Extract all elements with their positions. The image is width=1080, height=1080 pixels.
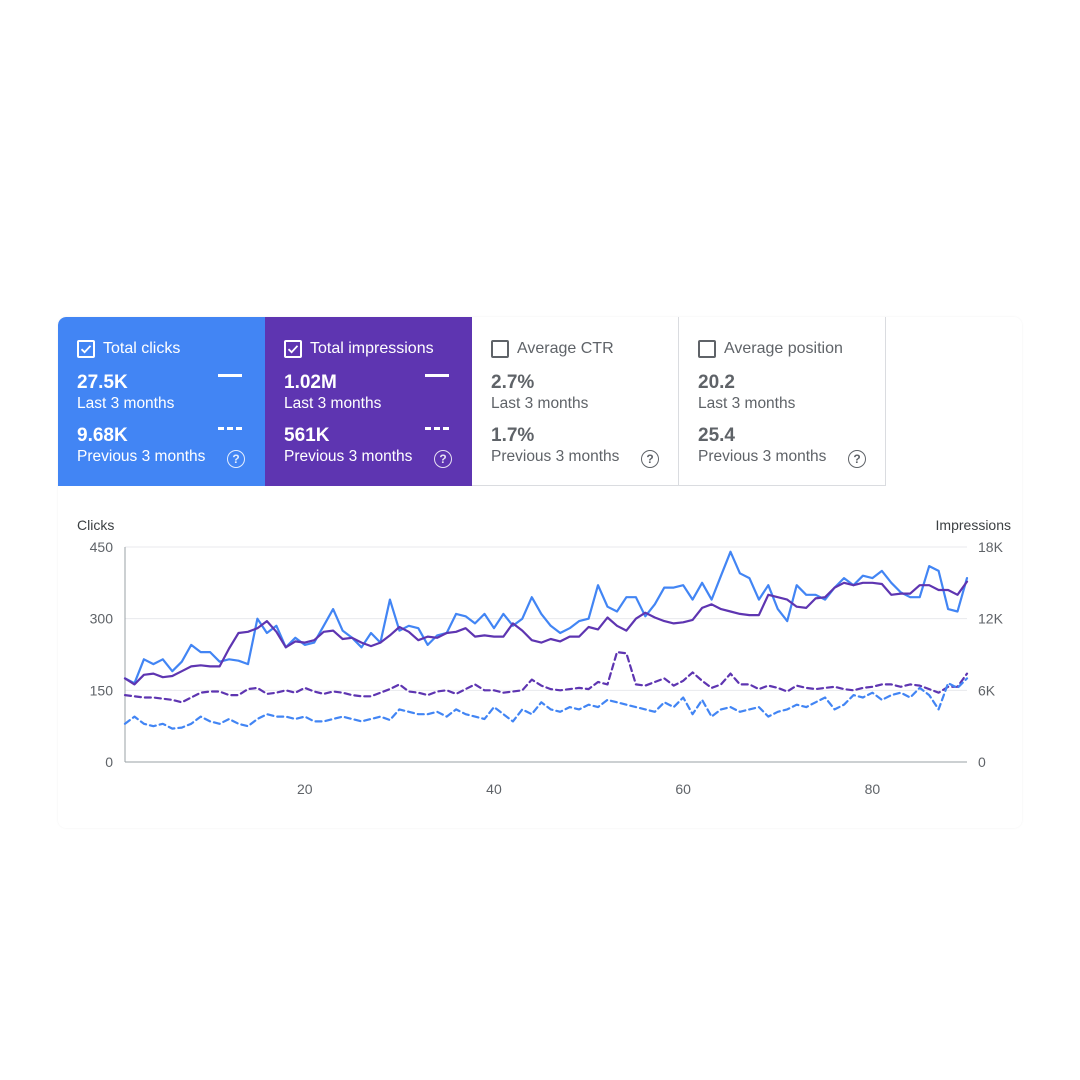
series-line-impressions-dashed — [123, 651, 969, 704]
checkbox-icon[interactable] — [491, 340, 509, 358]
help-circle-icon[interactable]: ? — [227, 450, 245, 468]
metric-previous-value: 561K — [284, 425, 330, 446]
dashed-line-legend-icon — [218, 427, 242, 430]
metric-cards: Total clicks 27.5K Last 3 months 9.68K P… — [58, 317, 886, 486]
y2-tick-label: 0 — [978, 754, 986, 770]
period-label: Last 3 months — [284, 395, 382, 412]
metric-previous-value: 9.68K — [77, 425, 128, 446]
x-tick-label: 80 — [865, 781, 881, 797]
checkbox-icon[interactable] — [698, 340, 716, 358]
solid-line-legend-icon — [425, 374, 449, 377]
performance-panel: Total clicks 27.5K Last 3 months 9.68K P… — [58, 317, 1022, 828]
metric-previous-value: 25.4 — [698, 425, 735, 446]
period-label: Last 3 months — [77, 395, 175, 412]
y2-tick-label: 6K — [978, 682, 996, 698]
y2-tick-label: 12K — [978, 611, 1004, 627]
x-tick-label: 60 — [675, 781, 691, 797]
y-tick-label: 300 — [90, 611, 114, 627]
help-circle-icon[interactable]: ? — [641, 450, 659, 468]
card-label: Total impressions — [310, 340, 434, 357]
series-line-clicks-solid — [123, 550, 969, 685]
total-clicks-card[interactable]: Total clicks 27.5K Last 3 months 9.68K P… — [58, 317, 265, 486]
previous-period-label: Previous 3 months — [284, 448, 413, 465]
total-impressions-card[interactable]: Total impressions 1.02M Last 3 months 56… — [265, 317, 472, 486]
previous-period-label: Previous 3 months — [491, 448, 620, 465]
card-label: Average CTR — [517, 340, 614, 357]
checkbox-icon[interactable] — [77, 340, 95, 358]
average-position-card[interactable]: Average position 20.2 Last 3 months 25.4… — [679, 317, 886, 486]
series-line-impressions-solid — [123, 580, 969, 686]
average-ctr-card[interactable]: Average CTR 2.7% Last 3 months 1.7% Prev… — [472, 317, 679, 486]
performance-chart[interactable]: 0 0 150 6K 300 12K 450 18K Clicks Impressions 20 40… — [58, 497, 1022, 828]
help-circle-icon[interactable]: ? — [434, 450, 452, 468]
series-line-clicks-dashed — [123, 677, 969, 730]
dashed-line-legend-icon — [425, 427, 449, 430]
y2-tick-label: 18K — [978, 539, 1004, 555]
x-tick-label: 40 — [486, 781, 502, 797]
metric-previous-value: 1.7% — [491, 425, 535, 446]
previous-period-label: Previous 3 months — [77, 448, 206, 465]
card-label: Total clicks — [103, 340, 181, 357]
y-axis-title: Clicks — [77, 517, 114, 533]
x-tick-label: 20 — [297, 781, 313, 797]
card-label: Average position — [724, 340, 843, 357]
metric-value: 1.02M — [284, 372, 337, 393]
metric-value: 2.7% — [491, 372, 535, 393]
period-label: Last 3 months — [491, 395, 589, 412]
y-tick-label: 150 — [90, 682, 114, 698]
y-tick-label: 0 — [105, 754, 113, 770]
y2-axis-title: Impressions — [936, 517, 1011, 533]
period-label: Last 3 months — [698, 395, 796, 412]
previous-period-label: Previous 3 months — [698, 448, 827, 465]
checkbox-icon[interactable] — [284, 340, 302, 358]
metric-value: 20.2 — [698, 372, 735, 393]
solid-line-legend-icon — [218, 374, 242, 377]
help-circle-icon[interactable]: ? — [848, 450, 866, 468]
y-tick-label: 450 — [90, 539, 114, 555]
metric-value: 27.5K — [77, 372, 128, 393]
